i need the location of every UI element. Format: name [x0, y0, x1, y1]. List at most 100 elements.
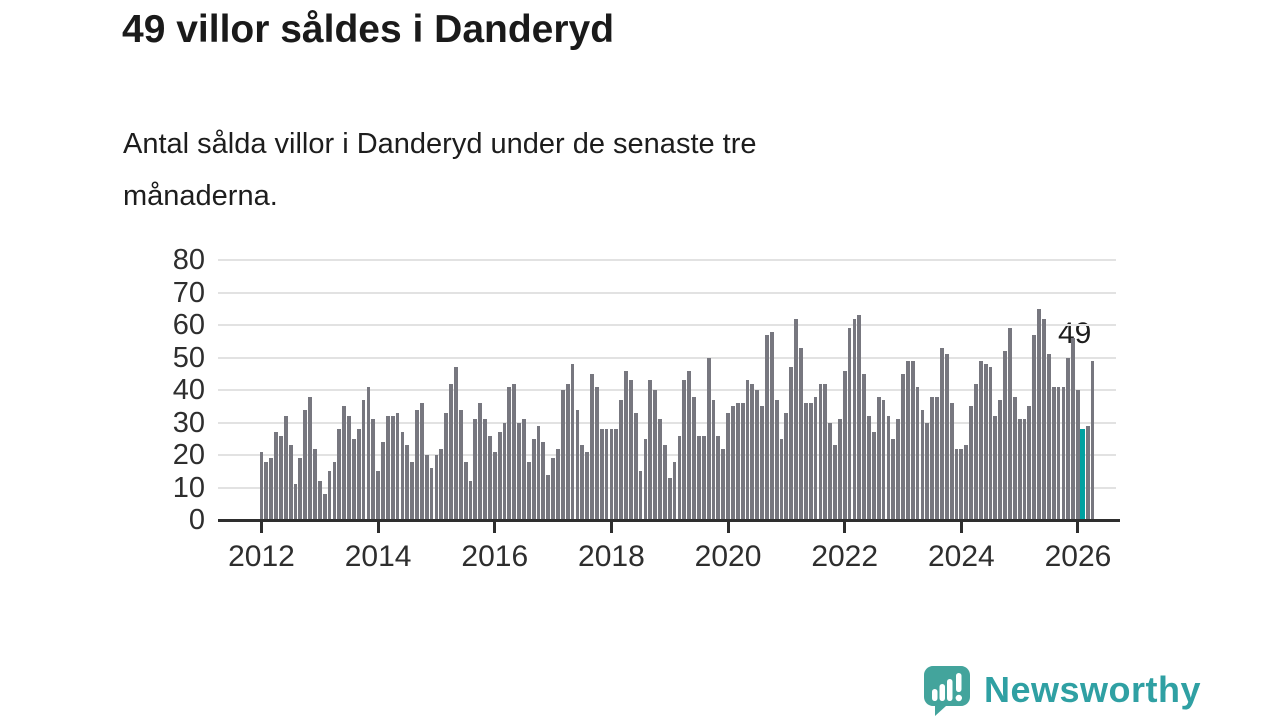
bar: [488, 435, 492, 520]
bar: [905, 360, 910, 520]
bar: [1022, 419, 1027, 520]
bar: [1046, 354, 1051, 520]
bar: [930, 396, 935, 520]
bar: [536, 425, 541, 520]
bar: [823, 383, 828, 520]
bar: [716, 435, 721, 520]
bar: [614, 429, 619, 520]
bar: [1056, 386, 1061, 520]
bar: [667, 477, 672, 520]
bar: [915, 386, 920, 520]
bar: [395, 412, 400, 520]
x-axis-label: 2018: [578, 540, 645, 573]
bar: [862, 373, 867, 520]
bar: [774, 399, 779, 520]
bar: [978, 360, 983, 520]
bar: [784, 412, 789, 520]
bar: [653, 390, 658, 520]
bar: [560, 390, 565, 520]
bar: [531, 438, 536, 520]
bar: [643, 438, 648, 520]
bar: [633, 412, 638, 520]
x-axis-label: 2024: [927, 540, 995, 573]
bar: [940, 347, 944, 520]
bar: [682, 380, 687, 520]
bar: [988, 367, 993, 520]
bar: [551, 458, 555, 520]
bar: [1027, 406, 1032, 520]
bar: [847, 328, 852, 520]
bar: [599, 429, 604, 520]
newsworthy-logo-icon: [924, 666, 970, 716]
bar: [565, 383, 570, 520]
bar: [483, 419, 487, 520]
bar: [648, 380, 653, 520]
bar: [381, 442, 385, 520]
bar: [327, 471, 332, 520]
bar: [920, 409, 925, 520]
bar: [740, 403, 745, 520]
bar: [755, 390, 760, 520]
chart-subtitle-line-1: Antal sålda villor i Danderyd under de s…: [123, 128, 757, 160]
bar: [1085, 425, 1090, 520]
gridline: [218, 324, 1116, 326]
bar: [731, 406, 735, 520]
bar: [803, 403, 808, 520]
bar: [332, 461, 337, 520]
gridline: [218, 486, 1116, 489]
bar: [492, 451, 497, 520]
bar: [288, 445, 293, 520]
bar: [366, 386, 371, 520]
bar: [371, 419, 376, 520]
chart-subtitle-line-2: månaderna.: [123, 180, 278, 212]
bar: [658, 419, 662, 520]
bar: [1061, 386, 1066, 520]
bar: [512, 383, 517, 520]
bar: [1012, 396, 1017, 520]
gridline: [218, 291, 1116, 294]
bar: [1066, 357, 1071, 520]
bar: [259, 451, 264, 520]
bar: [580, 445, 585, 520]
gridline: [218, 389, 1116, 391]
x-axis-tick: [609, 522, 613, 533]
bar: [390, 416, 395, 520]
bar: [313, 448, 317, 520]
bar: [721, 448, 726, 520]
bar: [415, 409, 419, 520]
bar: [463, 461, 468, 520]
bar: [434, 455, 439, 520]
bar: [662, 445, 667, 520]
bar: [293, 484, 298, 520]
bar: [886, 416, 891, 520]
bar: [478, 403, 483, 520]
bar: [424, 455, 429, 520]
y-axis-label: 50: [172, 341, 205, 374]
bar: [672, 461, 677, 520]
bar: [361, 399, 366, 520]
bar: [385, 416, 390, 520]
bar: [279, 435, 283, 520]
bar: [876, 396, 881, 520]
bar: [317, 481, 322, 520]
x-axis-tick: [376, 522, 380, 533]
gridline: [218, 421, 1116, 424]
brand-name: Newsworthy: [984, 669, 1202, 710]
bar: [546, 474, 551, 520]
bar: [867, 416, 871, 520]
bar: [1003, 351, 1007, 520]
bar: [735, 403, 740, 520]
bar: [935, 396, 939, 520]
y-axis-label: 80: [172, 244, 205, 276]
bar: [444, 412, 449, 520]
page-title: 49 villor såldes i Danderyd: [122, 8, 615, 51]
bar: [1042, 318, 1046, 520]
x-axis-label: 2016: [461, 540, 529, 573]
bar: [837, 419, 842, 520]
bar: [347, 416, 351, 520]
bar: [857, 315, 862, 520]
bar: [351, 438, 356, 520]
x-axis-label: 2022: [811, 540, 879, 573]
x-axis-tick: [843, 522, 847, 533]
